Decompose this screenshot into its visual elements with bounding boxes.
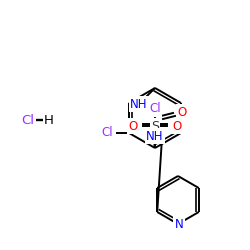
Text: NH: NH — [146, 130, 164, 142]
Text: S: S — [151, 120, 159, 132]
Text: NH: NH — [130, 98, 148, 110]
Text: O: O — [178, 106, 186, 118]
Text: Cl: Cl — [149, 102, 161, 116]
Text: O: O — [172, 120, 182, 132]
Text: O: O — [128, 120, 138, 132]
Text: H: H — [44, 114, 54, 126]
Text: Cl: Cl — [22, 114, 35, 126]
Text: N: N — [174, 218, 184, 230]
Text: Cl: Cl — [101, 126, 113, 140]
